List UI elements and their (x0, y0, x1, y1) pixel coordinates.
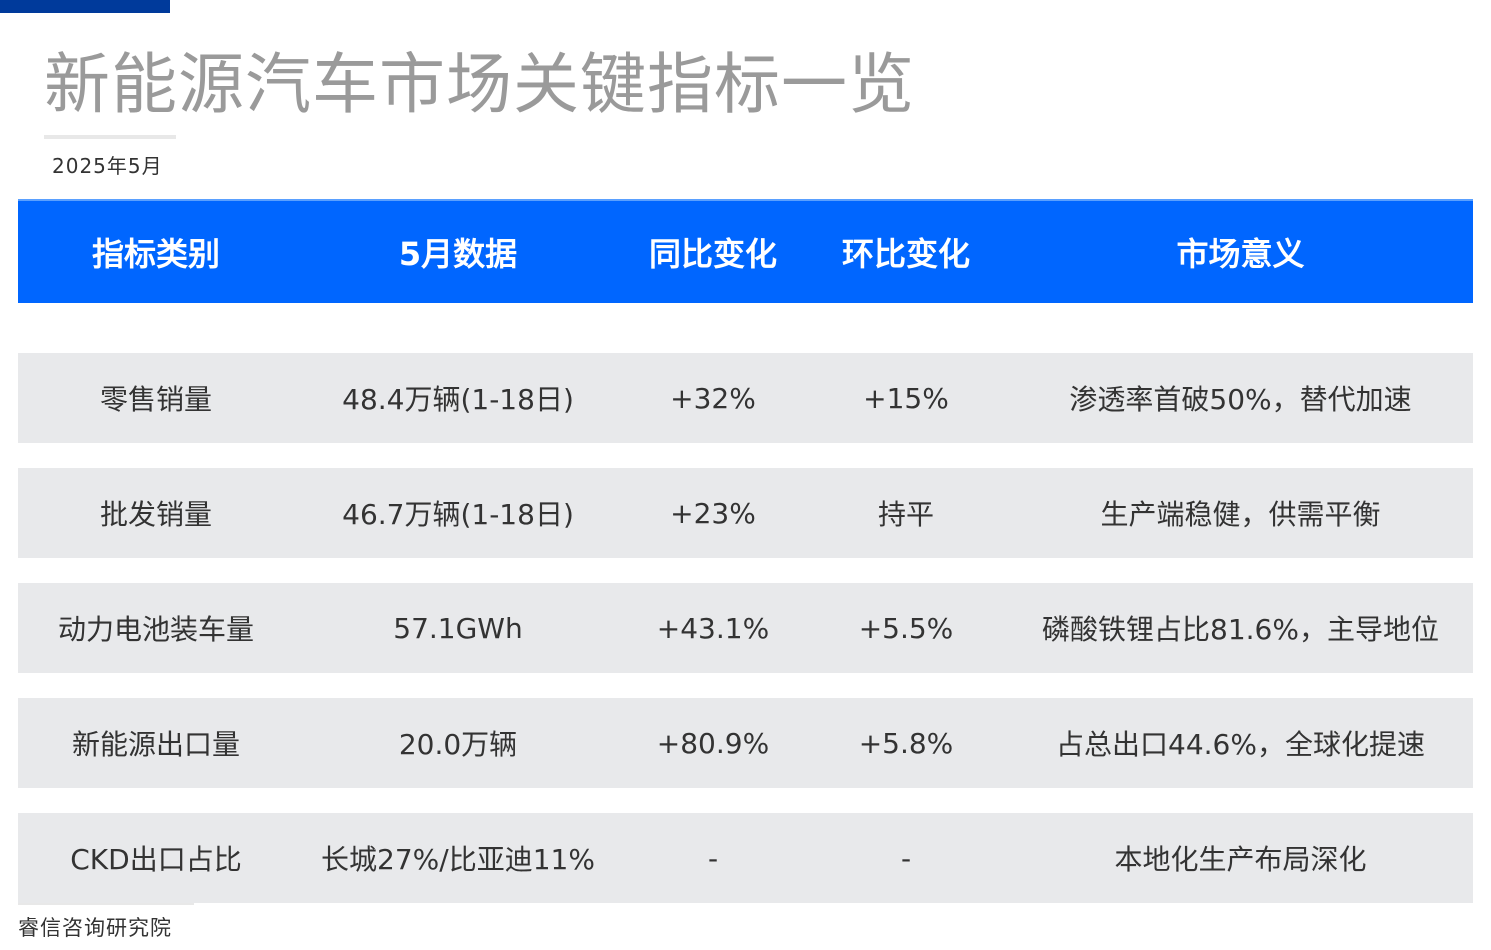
cell-mom: +15% (863, 381, 949, 415)
cell-significance: 本地化生产布局深化 (1114, 843, 1367, 876)
table-row: 批发销量 46.7万辆(1-18日) +23% 持平 生产端稳健，供需平衡 (18, 468, 1473, 558)
page-title: 新能源汽车市场关键指标一览 (44, 46, 915, 123)
cell-may-data: 长城27%/比亚迪11% (321, 843, 595, 876)
cell-may-data: 20.0万辆 (398, 728, 518, 761)
footer-divider (18, 903, 194, 905)
table-row: 动力电池装车量 57.1GWh +43.1% +5.5% 磷酸铁锂占比81.6%… (18, 583, 1473, 673)
cell-mom: +5.8% (858, 726, 954, 760)
cell-category: 动力电池装车量 (57, 613, 254, 646)
table-row: CKD出口占比 长城27%/比亚迪11% - - 本地化生产布局深化 (18, 813, 1473, 903)
cell-category: 批发销量 (99, 498, 212, 531)
cell-may-data: 48.4万辆(1-18日) (342, 383, 574, 416)
cell-significance: 生产端稳健，供需平衡 (1100, 498, 1381, 531)
column-header-significance: 市场意义 (1176, 235, 1305, 273)
cell-yoy: - (707, 841, 719, 875)
cell-yoy: +80.9% (656, 726, 770, 760)
table-header: 指标类别 5月数据 同比变化 环比变化 市场意义 (18, 199, 1473, 303)
column-header-category: 指标类别 (91, 235, 220, 273)
cell-yoy: +43.1% (656, 611, 770, 645)
cell-category: 零售销量 (99, 383, 212, 416)
cell-significance: 占总出口44.6%，全球化提速 (1056, 728, 1425, 761)
column-header-yoy: 同比变化 (648, 235, 777, 273)
cell-significance: 渗透率首破50%，替代加速 (1069, 383, 1412, 416)
cell-category: CKD出口占比 (70, 843, 242, 876)
cell-mom: +5.5% (858, 611, 954, 645)
source-label: 睿信咨询研究院 (18, 916, 172, 940)
column-header-may-data: 5月数据 (398, 235, 518, 273)
table-row: 零售销量 48.4万辆(1-18日) +32% +15% 渗透率首破50%，替代… (18, 353, 1473, 443)
cell-yoy: +23% (670, 496, 756, 530)
cell-significance: 磷酸铁锂占比81.6%，主导地位 (1042, 613, 1439, 646)
cell-yoy: +32% (670, 381, 756, 415)
table-row: 新能源出口量 20.0万辆 +80.9% +5.8% 占总出口44.6%，全球化… (18, 698, 1473, 788)
cell-may-data: 57.1GWh (393, 611, 523, 645)
title-divider (44, 135, 176, 139)
cell-may-data: 46.7万辆(1-18日) (342, 498, 574, 531)
cell-mom: - (900, 841, 912, 875)
report-date: 2025年5月 (52, 154, 163, 178)
top-accent-bar (0, 0, 170, 13)
column-header-mom: 环比变化 (841, 235, 970, 273)
cell-mom: 持平 (877, 498, 934, 531)
metrics-table: 指标类别 5月数据 同比变化 环比变化 市场意义 零售销量 48.4万辆(1-1… (18, 199, 1473, 903)
cell-category: 新能源出口量 (71, 728, 240, 761)
